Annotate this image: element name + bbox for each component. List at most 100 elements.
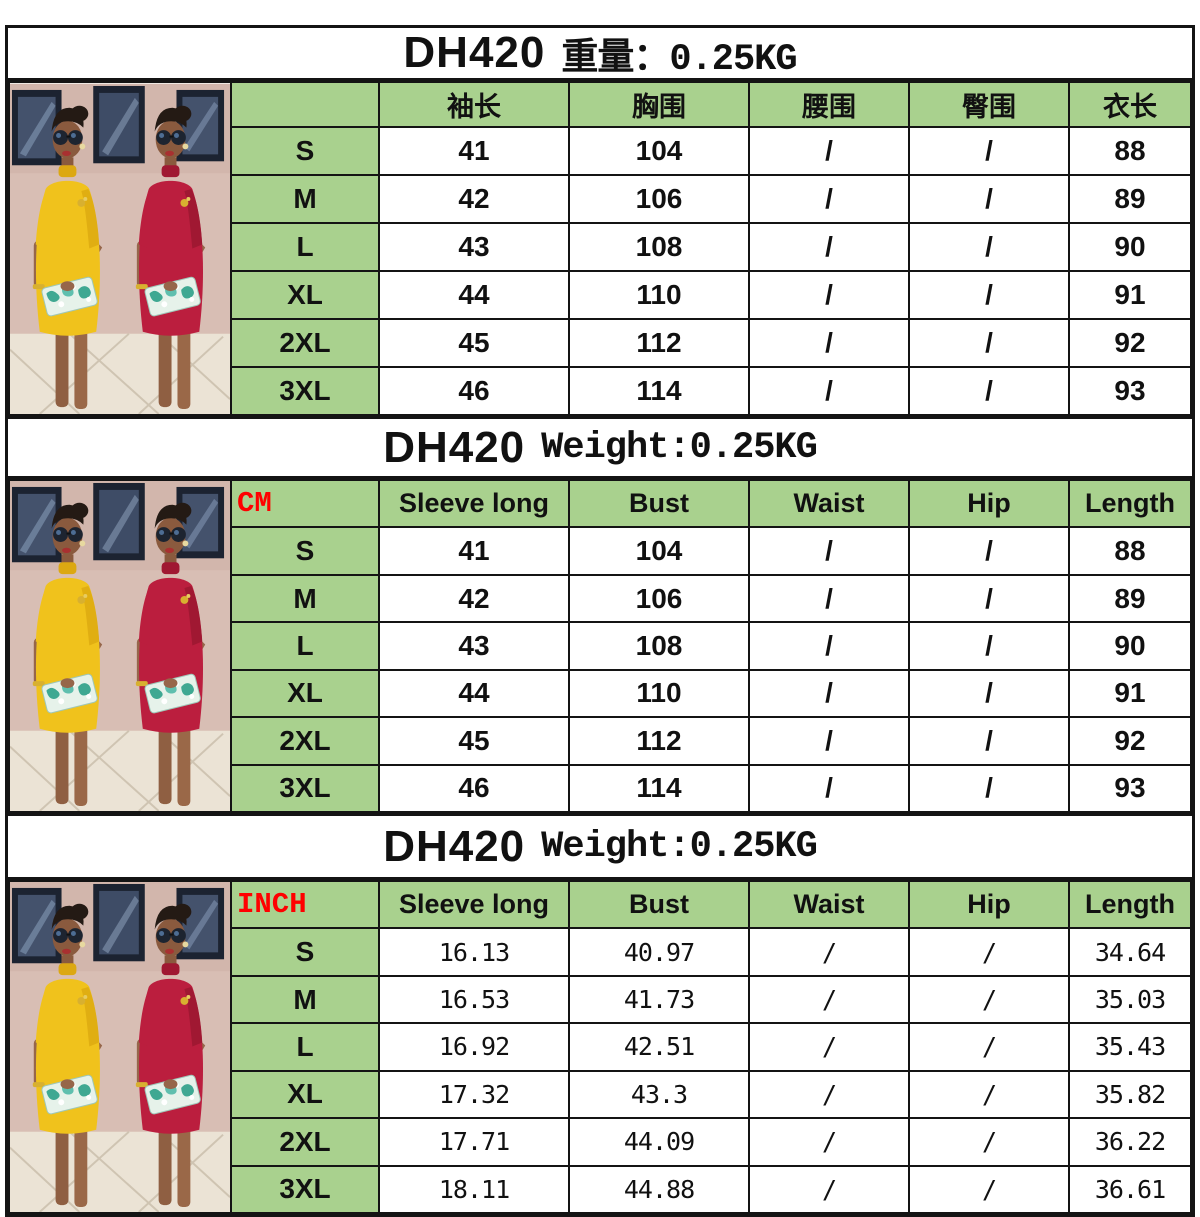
measurement-cell: 18.11 <box>378 1164 570 1215</box>
measurement-cell: / <box>908 1069 1070 1120</box>
size-row: 3XL 46 114//93 <box>9 763 1192 814</box>
header-row: INCH Sleeve long Bust Waist Hip Length <box>8 879 1192 1214</box>
header-row: 袖长 胸围 腰围 臀围 衣长 <box>8 81 1192 416</box>
size-label-cell: 2XL <box>230 1117 380 1167</box>
col-bust: Bust <box>568 478 750 529</box>
size-label-cell: M <box>230 573 380 624</box>
section2-table-wrap: CM Sleeve long Bust Waist Hip Length S 41… <box>8 478 1192 816</box>
size-label-cell: 3XL <box>230 366 380 416</box>
measurement-cell: / <box>748 1117 910 1167</box>
measurement-cell: 106 <box>568 174 750 224</box>
size-label-cell: S <box>230 126 380 176</box>
measurement-cell: / <box>908 974 1070 1025</box>
measurement-cell: 89 <box>1068 573 1192 624</box>
size-row: S 41 104//88 <box>9 526 1192 576</box>
measurement-cell: 114 <box>568 366 750 416</box>
measurement-cell: / <box>748 1164 910 1215</box>
size-label-cell: L <box>230 621 380 671</box>
measurement-cell: / <box>748 526 910 576</box>
measurement-cell: / <box>748 716 910 766</box>
measurement-cell: 43 <box>378 621 570 671</box>
measurement-cell: 93 <box>1068 763 1192 814</box>
measurement-cell: 104 <box>568 526 750 576</box>
col-bust: Bust <box>568 879 750 930</box>
col-waist: 腰围 <box>748 81 910 128</box>
measurement-cell: 93 <box>1068 366 1192 416</box>
measurement-cell: 108 <box>568 222 750 272</box>
size-row: S 16.13 40.97//34.64 <box>9 927 1192 977</box>
model-number: DH420 <box>383 422 526 472</box>
size-label-cell: 3XL <box>230 1164 380 1215</box>
measurement-cell: / <box>908 763 1070 814</box>
model-number: DH420 <box>403 28 546 77</box>
measurement-cell: 41.73 <box>568 974 750 1025</box>
measurement-cell: / <box>748 174 910 224</box>
col-length: Length <box>1068 478 1192 529</box>
measurement-cell: / <box>908 621 1070 671</box>
measurement-cell: 35.43 <box>1068 1022 1192 1072</box>
measurement-cell: / <box>908 222 1070 272</box>
measurement-cell: 36.61 <box>1068 1164 1192 1215</box>
measurement-cell: / <box>908 927 1070 977</box>
measurement-cell: / <box>748 1022 910 1072</box>
size-row: M 42 106//89 <box>9 573 1192 624</box>
model-number: DH420 <box>383 821 526 871</box>
size-label-cell: L <box>230 222 380 272</box>
size-label-cell: 2XL <box>230 716 380 766</box>
measurement-cell: 114 <box>568 763 750 814</box>
measurement-cell: / <box>908 1022 1070 1072</box>
measurement-cell: / <box>908 716 1070 766</box>
measurement-cell: / <box>748 668 910 719</box>
measurement-cell: 92 <box>1068 716 1192 766</box>
measurement-cell: 46 <box>378 366 570 416</box>
size-row: M 42 106//89 <box>9 174 1192 224</box>
measurement-cell: 42 <box>378 174 570 224</box>
measurement-cell: 110 <box>568 668 750 719</box>
measurement-cell: 104 <box>568 126 750 176</box>
col-length: 衣长 <box>1068 81 1192 128</box>
unit-cell <box>230 81 380 128</box>
measurement-cell: 16.92 <box>378 1022 570 1072</box>
size-chart-sheet: DH420 重量：0.25KG 袖长 胸围 腰围 臀围 衣长 <box>5 25 1195 1217</box>
product-photo-2 <box>8 479 232 813</box>
measurement-cell: / <box>908 1117 1070 1167</box>
measurement-cell: 34.64 <box>1068 927 1192 977</box>
measurement-cell: 112 <box>568 716 750 766</box>
measurement-cell: / <box>908 174 1070 224</box>
size-row: L 43 108//90 <box>9 222 1192 272</box>
measurement-cell: 35.03 <box>1068 974 1192 1025</box>
measurement-cell: 17.32 <box>378 1069 570 1120</box>
size-label-cell: XL <box>230 270 380 320</box>
col-length: Length <box>1068 879 1192 930</box>
size-row: 2XL 17.71 44.09//36.22 <box>9 1117 1192 1167</box>
measurement-cell: 43.3 <box>568 1069 750 1120</box>
measurement-cell: 46 <box>378 763 570 814</box>
section1-table-wrap: 袖长 胸围 腰围 臀围 衣长 S 41 104//88 M 42 106//89 L 43 10… <box>8 81 1192 419</box>
weight-label: 重量：0.25KG <box>561 38 797 81</box>
measurement-cell: 45 <box>378 716 570 766</box>
measurement-cell: 88 <box>1068 526 1192 576</box>
measurement-cell: 41 <box>378 526 570 576</box>
size-label-cell: S <box>230 526 380 576</box>
size-row: L 43 108//90 <box>9 621 1192 671</box>
measurement-cell: 42 <box>378 573 570 624</box>
col-waist: Waist <box>748 478 910 529</box>
measurement-cell: 43 <box>378 222 570 272</box>
size-table-cn-cm: 袖长 胸围 腰围 臀围 衣长 S 41 104//88 M 42 106//89 L 43 10… <box>8 81 1192 416</box>
measurement-cell: 42.51 <box>568 1022 750 1072</box>
size-row: M 16.53 41.73//35.03 <box>9 974 1192 1025</box>
measurement-cell: 91 <box>1068 270 1192 320</box>
size-row: 3XL 46 114//93 <box>9 366 1192 416</box>
measurement-cell: 44 <box>378 270 570 320</box>
size-table-en-cm: CM Sleeve long Bust Waist Hip Length S 41… <box>8 478 1192 814</box>
measurement-cell: / <box>748 270 910 320</box>
size-label-cell: XL <box>230 668 380 719</box>
measurement-cell: 35.82 <box>1068 1069 1192 1120</box>
measurement-cell: 90 <box>1068 621 1192 671</box>
measurement-cell: / <box>748 126 910 176</box>
measurement-cell: 17.71 <box>378 1117 570 1167</box>
size-table-en-inch: INCH Sleeve long Bust Waist Hip Length S… <box>8 879 1192 1215</box>
measurement-cell: 106 <box>568 573 750 624</box>
size-row: XL 44 110//91 <box>9 270 1192 320</box>
size-label-cell: S <box>230 927 380 977</box>
